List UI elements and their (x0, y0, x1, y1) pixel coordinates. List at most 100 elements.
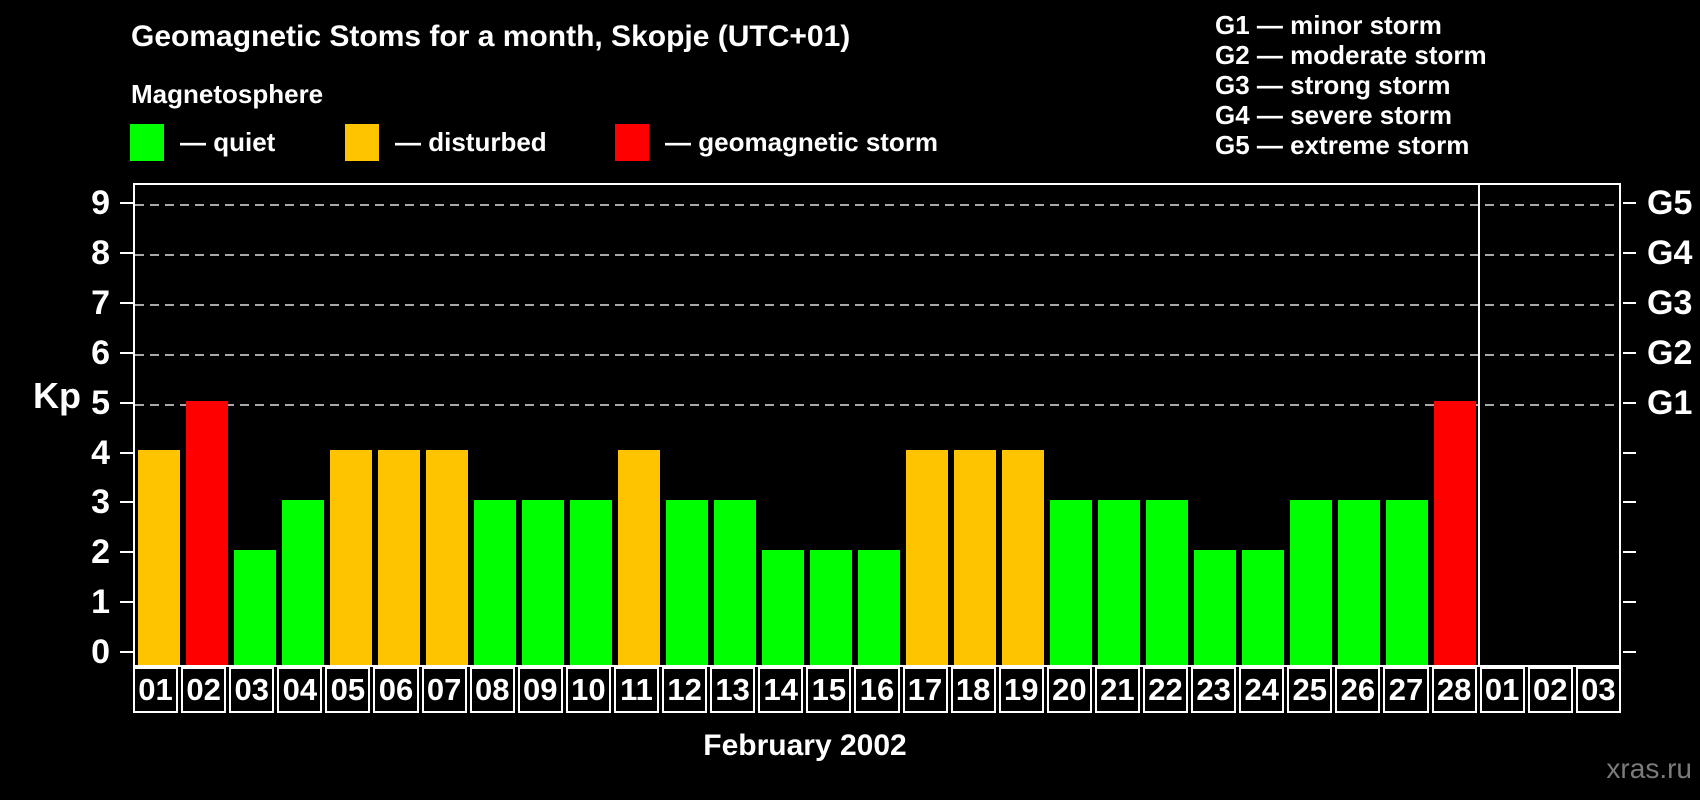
day-label-01: 01 (1479, 667, 1525, 713)
gridline-kp6 (135, 353, 1619, 356)
g-axis-label-g5: G5 (1647, 184, 1693, 222)
day-label-21: 21 (1094, 667, 1140, 713)
bar-day-24 (1242, 550, 1284, 665)
y-tick-label-6: 6 (91, 333, 110, 372)
y-tick-label-4: 4 (91, 433, 110, 472)
y-tick-label-0: 0 (91, 633, 110, 672)
bar-day-13 (714, 500, 756, 665)
y-tick-label-2: 2 (91, 533, 110, 572)
bar-day-02 (186, 400, 228, 665)
bar-day-17 (906, 450, 948, 665)
legend-item-storm: — geomagnetic storm (615, 123, 938, 161)
right-tick-4 (1623, 451, 1636, 454)
y-tick-label-9: 9 (91, 184, 110, 222)
bar-day-28 (1434, 400, 1476, 665)
quiet-swatch-icon (130, 123, 164, 161)
bar-day-06 (378, 450, 420, 665)
g-axis-label-g1: G1 (1647, 383, 1693, 422)
chart: Kp 01 02 03 04 05 06 07 08 09 10 11 12 13 14 15 16 17 18 1… (33, 183, 1692, 713)
bar-day-21 (1098, 500, 1140, 665)
day-label-26: 26 (1335, 667, 1381, 713)
y-tick-1 (120, 601, 133, 604)
day-label-24: 24 (1239, 667, 1285, 713)
bar-day-07 (426, 450, 468, 665)
y-tick-7 (120, 301, 133, 304)
g-axis-label-g3: G3 (1647, 283, 1693, 322)
storm-scale-line-1: G1 — minor storm (1215, 10, 1442, 40)
g-axis-label-g4: G4 (1647, 233, 1693, 272)
bar-day-14 (762, 550, 804, 665)
storm-swatch-icon (615, 123, 649, 161)
storm-scale-line-5: G5 — extreme storm (1215, 130, 1470, 160)
bar-day-01 (138, 450, 180, 665)
bar-day-18 (954, 450, 996, 665)
right-tick-9 (1623, 202, 1636, 204)
y-axis-title: Kp (33, 375, 81, 416)
day-label-13: 13 (710, 667, 756, 713)
day-label-17: 17 (902, 667, 948, 713)
month-separator-line (1478, 185, 1480, 665)
storm-scale-line-4: G4 — severe storm (1215, 100, 1453, 130)
legend-item-disturbed: — disturbed (345, 123, 547, 161)
day-label-27: 27 (1383, 667, 1429, 713)
bar-day-12 (666, 500, 708, 665)
bar-day-22 (1146, 500, 1188, 665)
day-label-20: 20 (1046, 667, 1092, 713)
storm-scale-line-3: G3 — strong storm (1215, 70, 1451, 100)
bar-day-20 (1050, 500, 1092, 665)
y-tick-5 (120, 401, 133, 404)
day-label-18: 18 (950, 667, 996, 713)
bar-day-05 (330, 450, 372, 665)
day-label-12: 12 (662, 667, 708, 713)
bar-day-26 (1338, 500, 1380, 665)
y-tick-6 (120, 351, 133, 354)
day-label-01: 01 (133, 667, 179, 713)
bar-day-19 (1002, 450, 1044, 665)
day-label-03: 03 (229, 667, 275, 713)
day-label-10: 10 (565, 667, 611, 713)
bar-day-15 (810, 550, 852, 665)
y-tick-0 (120, 651, 133, 654)
right-tick-3 (1623, 501, 1636, 504)
disturbed-swatch-icon (345, 123, 379, 161)
magnetosphere-legend: — quiet — disturbed — geomagnetic storm (0, 123, 1700, 161)
gridline-kp9 (135, 204, 1619, 206)
day-label-16: 16 (854, 667, 900, 713)
day-label-14: 14 (758, 667, 804, 713)
x-axis-title: February 2002 (703, 729, 907, 762)
day-label-02: 02 (1527, 667, 1573, 713)
gridline-kp7 (135, 303, 1619, 306)
y-tick-label-7: 7 (91, 283, 110, 322)
gridline-kp5 (135, 403, 1619, 406)
right-tick-0 (1623, 651, 1636, 654)
bar-day-08 (474, 500, 516, 665)
right-tick-8 (1623, 251, 1636, 254)
day-label-07: 07 (421, 667, 467, 713)
legend-item-label: — quiet (180, 126, 276, 157)
bar-day-16 (858, 550, 900, 665)
gridline-kp8 (135, 253, 1619, 256)
watermark: xras.ru (1606, 753, 1692, 784)
bar-day-10 (570, 500, 612, 665)
day-label-09: 09 (517, 667, 563, 713)
y-tick-2 (120, 551, 133, 554)
magnetosphere-legend-heading: Magnetosphere (131, 79, 324, 109)
right-tick-5 (1623, 401, 1636, 404)
y-tick-label-3: 3 (91, 483, 110, 522)
day-label-23: 23 (1191, 667, 1237, 713)
g-axis-label-g2: G2 (1647, 333, 1693, 372)
day-label-28: 28 (1431, 667, 1477, 713)
day-label-15: 15 (806, 667, 852, 713)
bar-day-04 (282, 500, 324, 665)
day-label-25: 25 (1287, 667, 1333, 713)
right-tick-1 (1623, 601, 1636, 604)
right-tick-7 (1623, 301, 1636, 304)
y-tick-label-8: 8 (91, 233, 110, 272)
storm-scale-line-2: G2 — moderate storm (1215, 40, 1487, 70)
legend-item-label: — disturbed (395, 126, 547, 157)
bar-day-23 (1194, 550, 1236, 665)
bar-day-25 (1290, 500, 1332, 665)
day-label-22: 22 (1142, 667, 1189, 713)
y-tick-8 (120, 251, 133, 254)
